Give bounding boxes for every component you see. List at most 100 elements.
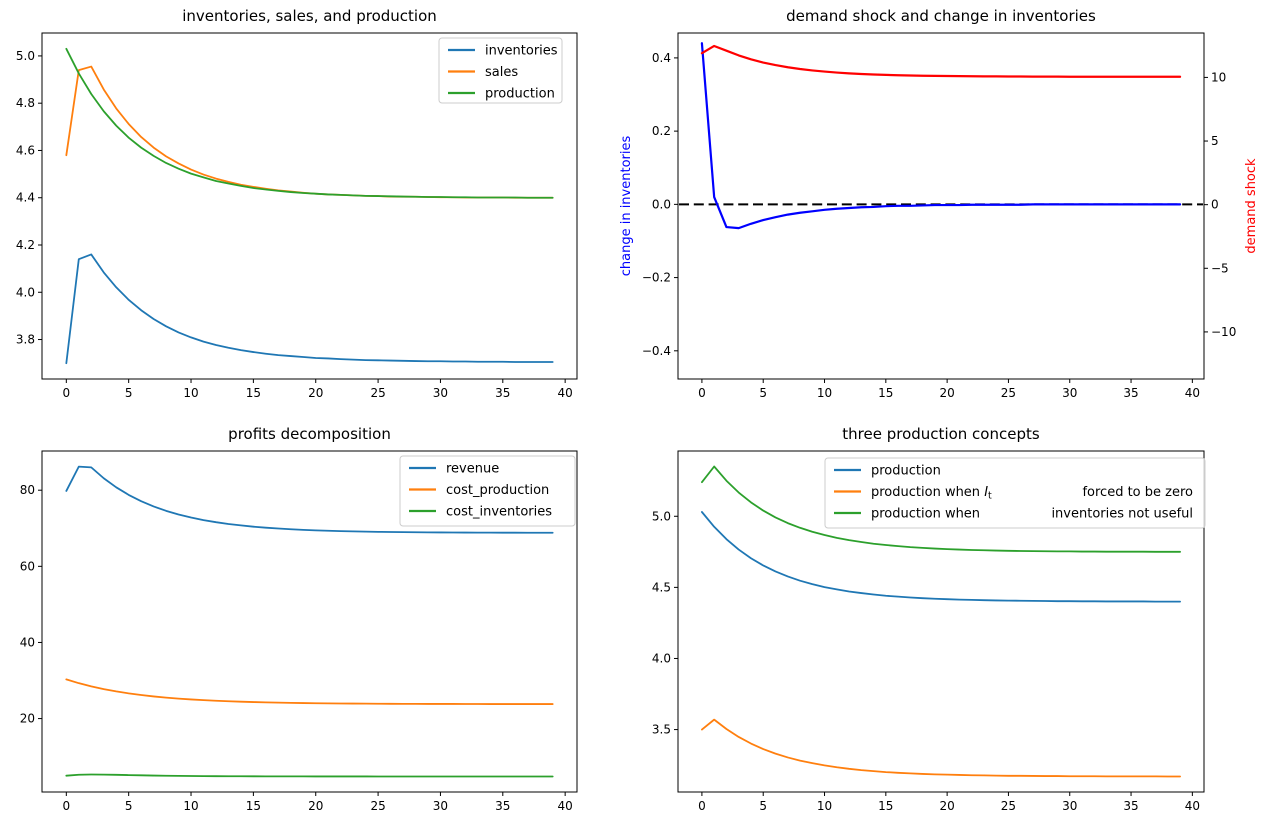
legend-box bbox=[438, 37, 563, 104]
x-tick-label: 15 bbox=[878, 799, 893, 813]
subplot-three-production-concepts: 0 5 10 15 20 25 30 35 403.54.04.55.0productionpr… bbox=[652, 450, 1206, 813]
y-tick-label: 4.5 bbox=[652, 580, 671, 594]
legend-entry-label: production when bbox=[871, 507, 980, 522]
x-tick-label: 0 bbox=[62, 799, 70, 813]
y-tick-label: 3.5 bbox=[652, 723, 671, 737]
series-line-revenue bbox=[65, 465, 554, 534]
legend: inventories sales production bbox=[438, 37, 563, 104]
x-tick-label: 40 bbox=[558, 386, 573, 400]
x-tick-label: 40 bbox=[1185, 799, 1200, 813]
y-tick-right-label: 10 bbox=[1211, 70, 1226, 84]
subplot-inventories-sales-production: 0 5 10 15 20 25 30 35 40 3.8 4.0 4.2 4.4 4.6 4.8 5.0 inv… bbox=[16, 32, 578, 400]
legend: revenue cost_production cost_inventories bbox=[399, 455, 576, 527]
legend: production production when It forced to be… bbox=[824, 457, 1206, 529]
x-tick-label: 20 bbox=[308, 799, 323, 813]
legend-entry-label: production bbox=[485, 87, 555, 102]
y-axis-label-change-in-inventories: change in inventories bbox=[619, 135, 634, 277]
x-tick-label: 0 bbox=[62, 386, 70, 400]
series-line-cost-inventories bbox=[65, 773, 554, 778]
y-tick-label: −0.2 bbox=[642, 271, 671, 285]
legend-entry-label: production bbox=[871, 464, 941, 479]
x-tick-label: 35 bbox=[1123, 799, 1138, 813]
x-tick-label: 15 bbox=[246, 386, 261, 400]
y-tick-label: 40 bbox=[20, 635, 35, 649]
series-line-change-in-inventories bbox=[700, 42, 1182, 230]
legend-entry-label-right: inventories not useful bbox=[1051, 507, 1193, 522]
y-axis-label-demand-shock: demand shock bbox=[1244, 158, 1259, 254]
x-tick-label: 40 bbox=[1185, 386, 1200, 400]
x-tick-label: 30 bbox=[433, 799, 448, 813]
x-tick-label: 40 bbox=[558, 799, 573, 813]
y-tick-label: 80 bbox=[20, 483, 35, 497]
legend-entry-label: revenue bbox=[446, 462, 499, 477]
legend-box bbox=[399, 455, 576, 527]
axes-frame bbox=[677, 450, 1205, 793]
subplot-top-right-title: demand shock and change in inventories bbox=[786, 7, 1096, 25]
axes-frame bbox=[677, 32, 1205, 380]
series-line-inventories bbox=[65, 253, 554, 365]
y-tick-label: 4.8 bbox=[16, 96, 35, 110]
series-line-production-when-i-t-forced-to-be-zero bbox=[701, 718, 1181, 778]
x-tick-label: 0 bbox=[698, 386, 706, 400]
x-tick-label: 10 bbox=[817, 386, 832, 400]
subplot-profits-decomposition: 0 5 10 15 20 25 30 35 40 20 40 60 80 revenue cost_prod… bbox=[20, 450, 578, 813]
axes-frame bbox=[41, 450, 578, 793]
series-line-cost-production bbox=[65, 678, 554, 705]
legend-entry-label-right: forced to be zero bbox=[1082, 485, 1193, 500]
x-tick-label: 35 bbox=[495, 386, 510, 400]
y-tick-right-label: 5 bbox=[1211, 134, 1219, 148]
x-tick-label: 25 bbox=[1001, 386, 1016, 400]
x-tick-label: 20 bbox=[308, 386, 323, 400]
y-tick-label: −0.4 bbox=[642, 344, 671, 358]
x-tick-label: 20 bbox=[939, 386, 954, 400]
y-tick-label: 60 bbox=[20, 559, 35, 573]
x-tick-label: 5 bbox=[125, 799, 133, 813]
x-tick-label: 20 bbox=[939, 799, 954, 813]
legend-entry-label: sales bbox=[485, 65, 518, 80]
x-tick-label: 25 bbox=[370, 386, 385, 400]
y-tick-label: 0.4 bbox=[652, 51, 671, 65]
subplot-bottom-left-title: profits decomposition bbox=[228, 425, 391, 443]
y-tick-label: 20 bbox=[20, 712, 35, 726]
x-tick-label: 30 bbox=[1062, 386, 1077, 400]
x-tick-label: 30 bbox=[433, 386, 448, 400]
x-tick-label: 15 bbox=[878, 386, 893, 400]
y-tick-right-label: 0 bbox=[1211, 198, 1219, 212]
x-tick-label: 15 bbox=[246, 799, 261, 813]
legend-entry-label: production when It bbox=[871, 485, 992, 502]
x-tick-label: 5 bbox=[125, 386, 133, 400]
y-tick-label: 0.0 bbox=[652, 197, 671, 211]
subplot-bottom-right-title: three production concepts bbox=[842, 425, 1040, 443]
series-line-production bbox=[65, 47, 554, 199]
series-line-demand-shock bbox=[700, 44, 1182, 78]
y-tick-label: 4.6 bbox=[16, 143, 35, 157]
x-tick-label: 5 bbox=[759, 386, 767, 400]
y-tick-label: 4.2 bbox=[16, 238, 35, 252]
y-tick-label: 5.0 bbox=[16, 49, 35, 63]
y-tick-right-label: −10 bbox=[1211, 325, 1236, 339]
legend-box bbox=[824, 457, 1206, 529]
series-line-production bbox=[701, 511, 1181, 603]
x-tick-label: 10 bbox=[183, 386, 198, 400]
y-tick-right-label: −5 bbox=[1211, 261, 1229, 275]
legend-entry-label: cost_inventories bbox=[446, 505, 552, 520]
x-tick-label: 35 bbox=[1123, 386, 1138, 400]
x-tick-label: 25 bbox=[1001, 799, 1016, 813]
legend-entry-label: inventories bbox=[485, 44, 558, 59]
x-tick-label: 5 bbox=[759, 799, 767, 813]
x-tick-label: 30 bbox=[1062, 799, 1077, 813]
y-tick-label: 0.2 bbox=[652, 124, 671, 138]
y-tick-label: 4.0 bbox=[16, 285, 35, 299]
y-tick-label: 5.0 bbox=[652, 509, 671, 523]
x-tick-label: 10 bbox=[183, 799, 198, 813]
y-tick-label: 4.0 bbox=[652, 651, 671, 665]
axes-frame bbox=[41, 32, 578, 380]
y-tick-label: 4.4 bbox=[16, 191, 35, 205]
x-tick-label: 10 bbox=[817, 799, 832, 813]
subplot-demand-shock-change-in-inventories: 0 5 10 15 20 25 30 35 40 −0.4 −0.2 0.0 0.2 0.4 −10 −5 0 5… bbox=[642, 32, 1236, 400]
series-line-production-when-inventories-not-useful bbox=[701, 465, 1181, 553]
x-tick-label: 35 bbox=[495, 799, 510, 813]
x-tick-label: 0 bbox=[698, 799, 706, 813]
